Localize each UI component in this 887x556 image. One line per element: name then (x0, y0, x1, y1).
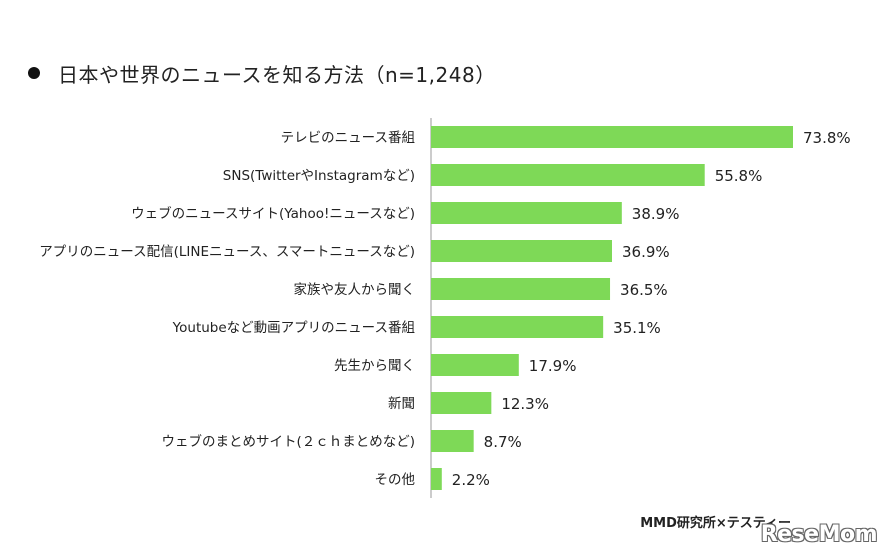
bar (431, 430, 474, 452)
bar (431, 278, 611, 300)
bar (431, 126, 793, 148)
category-label: 新聞 (388, 396, 415, 412)
value-label: 17.9% (529, 357, 577, 375)
category-label: 家族や友人から聞く (294, 281, 416, 298)
category-label: アプリのニュース配信(LINEニュース、スマートニュースなど) (39, 244, 415, 260)
source-credit: MMD研究所×テスティー (640, 516, 791, 531)
category-label: その他 (375, 472, 416, 488)
value-label: 73.8% (803, 129, 851, 147)
bar (431, 354, 519, 376)
category-label: テレビのニュース番組 (281, 130, 415, 146)
category-label: SNS(TwitterやInstagramなど) (223, 168, 415, 184)
title-row: 日本や世界のニュースを知る方法（n=1,248） (28, 58, 496, 88)
category-label: 先生から聞く (334, 358, 415, 374)
bar (431, 240, 612, 262)
bar (431, 164, 705, 186)
bar (431, 468, 442, 490)
value-label: 36.9% (622, 243, 670, 261)
watermark-logo: ReseMom (760, 522, 878, 547)
value-label: 2.2% (452, 471, 490, 489)
bar (431, 202, 622, 224)
value-label: 38.9% (632, 205, 680, 223)
chart-title: 日本や世界のニュースを知る方法（n=1,248） (58, 62, 496, 87)
bullet-icon (28, 67, 40, 79)
value-label: 12.3% (501, 395, 549, 413)
category-label: ウェブのまとめサイト(２ｃｈまとめなど) (161, 433, 415, 450)
bar (431, 392, 492, 414)
bar (431, 316, 604, 338)
value-label: 8.7% (484, 433, 522, 451)
category-label: ウェブのニュースサイト(Yahoo!ニュースなど) (131, 205, 415, 222)
value-label: 35.1% (613, 319, 661, 337)
category-label: Youtubeなど動画アプリのニュース番組 (172, 320, 415, 336)
value-label: 55.8% (715, 167, 763, 185)
value-label: 36.5% (620, 281, 668, 299)
